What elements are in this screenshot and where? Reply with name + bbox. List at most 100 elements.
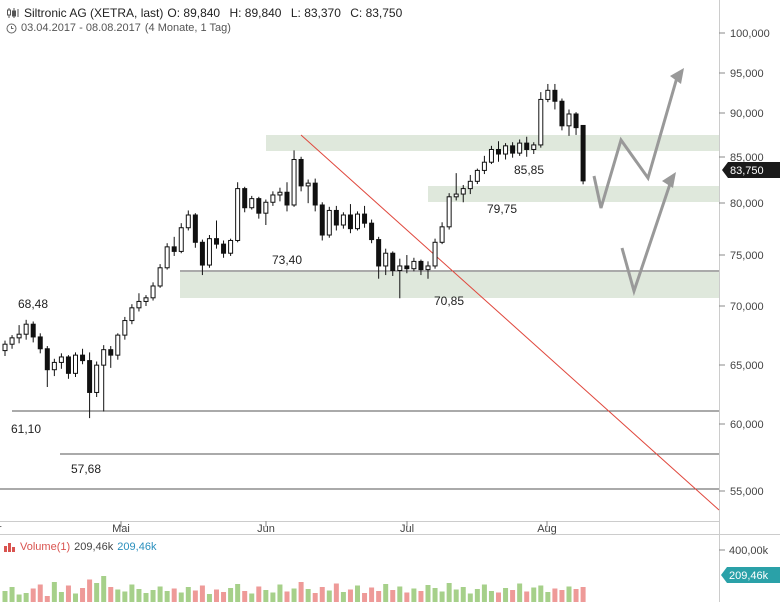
candle-body bbox=[355, 213, 360, 230]
candle-body bbox=[87, 360, 93, 393]
candle-body bbox=[235, 188, 241, 241]
volume-bar bbox=[157, 586, 163, 602]
volume-bar bbox=[16, 594, 22, 602]
candle-body bbox=[559, 100, 565, 127]
price-annotation: 61,10 bbox=[11, 422, 41, 436]
volume-bar bbox=[340, 592, 346, 602]
volume-bar bbox=[566, 586, 572, 602]
candle-body bbox=[460, 188, 466, 195]
y-tick-label: 60,000 bbox=[730, 419, 764, 431]
open-value: O: 89,840 bbox=[167, 6, 221, 20]
volume-bar bbox=[256, 586, 262, 602]
candle-body bbox=[538, 98, 544, 146]
candle-body bbox=[510, 145, 516, 154]
candle-body bbox=[312, 182, 318, 206]
candle-body bbox=[326, 209, 332, 236]
volume-bar bbox=[376, 591, 382, 602]
volume-bar bbox=[150, 590, 156, 602]
candlestick-series bbox=[2, 83, 586, 419]
candle-body bbox=[58, 356, 64, 363]
volume-legend: Volume(1) 209,46k 209,46k bbox=[4, 541, 156, 553]
volume-value: 209,46k bbox=[74, 541, 114, 553]
candle-body bbox=[573, 113, 579, 129]
candle-body bbox=[340, 214, 346, 226]
candle-body bbox=[23, 323, 29, 335]
volume-bar bbox=[44, 596, 50, 602]
volume-bar bbox=[101, 576, 107, 602]
candle-body bbox=[404, 265, 410, 270]
current-price-text: 83,750 bbox=[730, 165, 764, 177]
volume-bar bbox=[510, 590, 516, 602]
x-tick-label: Jun bbox=[257, 523, 275, 535]
volume-bar bbox=[270, 592, 276, 602]
volume-bar bbox=[538, 585, 544, 602]
volume-value-secondary: 209,46k bbox=[117, 541, 157, 553]
candle-body bbox=[439, 226, 445, 243]
volume-bar bbox=[228, 588, 234, 602]
candle-body bbox=[249, 198, 255, 209]
volume-bar bbox=[214, 589, 219, 602]
scenario-arrow-up bbox=[592, 73, 680, 209]
candle-body bbox=[37, 336, 43, 350]
volume-bar bbox=[108, 587, 114, 602]
volume-bar bbox=[9, 587, 15, 602]
volume-icon bbox=[4, 543, 15, 552]
y-tick-label: 95,000 bbox=[730, 68, 764, 80]
candle-body bbox=[122, 320, 128, 336]
volume-bar bbox=[65, 585, 71, 602]
volume-bar bbox=[115, 589, 121, 602]
volume-bar bbox=[129, 584, 135, 602]
time-axis: Apr Mai Jun Jul Aug bbox=[0, 521, 557, 535]
candle-body bbox=[446, 196, 452, 228]
volume-bar bbox=[552, 588, 558, 602]
candle-body bbox=[453, 193, 459, 198]
volume-bar bbox=[347, 589, 353, 602]
volume-bar bbox=[185, 587, 191, 602]
volume-bar bbox=[298, 582, 304, 602]
volume-bar bbox=[333, 583, 339, 602]
candle-body bbox=[199, 241, 205, 266]
candle-body bbox=[242, 188, 248, 209]
volume-bar bbox=[80, 588, 86, 602]
candle-body bbox=[467, 180, 473, 190]
volume-bar bbox=[37, 584, 43, 602]
candle-body bbox=[101, 349, 107, 366]
volume-bar bbox=[171, 588, 177, 602]
candle-body bbox=[256, 198, 262, 214]
price-annotation: 57,68 bbox=[71, 462, 101, 476]
clock-icon bbox=[6, 23, 17, 33]
ohlc-values: O: 89,840 H: 89,840 L: 83,370 C: 83,750 bbox=[167, 6, 408, 20]
candle-body bbox=[214, 238, 219, 245]
candle-body bbox=[2, 343, 8, 352]
candle-body bbox=[157, 267, 163, 287]
candle-body bbox=[566, 113, 572, 127]
candle-body bbox=[108, 349, 114, 356]
volume-bar bbox=[312, 593, 318, 602]
candle-body bbox=[496, 148, 501, 155]
downtrend-line bbox=[300, 134, 720, 511]
candle-body bbox=[16, 333, 22, 339]
y-tick-label: 80,000 bbox=[730, 198, 764, 210]
candle-body bbox=[418, 260, 424, 271]
x-tick-label: Mai bbox=[112, 523, 130, 535]
low-value: L: 83,370 bbox=[290, 6, 341, 20]
volume-bar bbox=[143, 593, 149, 602]
candle-body bbox=[481, 161, 487, 171]
volume-bar bbox=[305, 589, 311, 602]
volume-bar bbox=[545, 592, 551, 602]
volume-bar bbox=[418, 591, 424, 602]
volume-bar bbox=[284, 591, 290, 602]
candle-body bbox=[347, 214, 353, 230]
candle-body bbox=[432, 241, 438, 267]
candle-body bbox=[362, 213, 368, 224]
candle-body bbox=[129, 307, 135, 322]
chart-type-icon[interactable] bbox=[6, 7, 20, 19]
chart-header: Siltronic AG (XETRA, last) O: 89,840 H: … bbox=[0, 0, 720, 36]
volume-bar bbox=[524, 591, 530, 602]
volume-label: Volume(1) bbox=[20, 541, 71, 553]
volume-bar bbox=[73, 593, 78, 602]
volume-bar bbox=[362, 593, 368, 602]
scenario-arrows bbox=[592, 68, 684, 297]
candle-body bbox=[474, 169, 480, 182]
